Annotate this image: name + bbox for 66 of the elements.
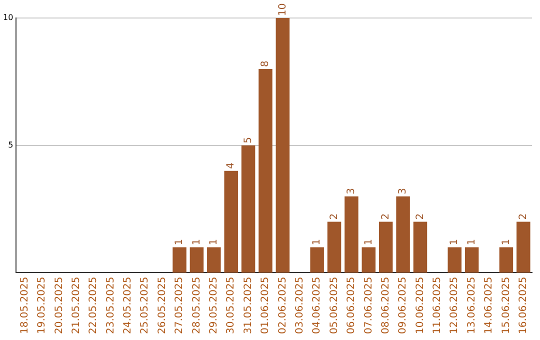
x-tick-label: 08.06.2025 <box>380 276 392 334</box>
x-tick-label: 28.05.2025 <box>191 276 202 334</box>
x-tick-label: 20.05.2025 <box>54 276 65 334</box>
x-tick-label: 22.05.2025 <box>88 276 100 334</box>
x-tick-label: 21.05.2025 <box>70 276 82 334</box>
bar <box>378 222 393 273</box>
x-tick-label: 03.06.2025 <box>294 276 306 334</box>
x-tick-label: 30.05.2025 <box>226 276 237 334</box>
x-tick-label: 24.05.2025 <box>122 276 134 334</box>
x-tick-label: 09.06.2025 <box>398 276 409 334</box>
bar <box>499 247 514 273</box>
bar <box>362 247 376 273</box>
bar <box>276 18 290 273</box>
bar <box>344 196 358 273</box>
data-label: 4 <box>226 162 237 169</box>
x-tick-label: 25.05.2025 <box>140 276 151 334</box>
x-tick-label: 14.06.2025 <box>484 276 495 334</box>
data-label: 1 <box>500 238 512 246</box>
data-label: 1 <box>363 238 374 246</box>
bar <box>413 222 428 273</box>
x-tick-label: 01.06.2025 <box>260 276 272 334</box>
bar <box>241 145 256 273</box>
bar <box>190 247 204 273</box>
bar <box>464 247 479 273</box>
x-tick-label: 31.05.2025 <box>242 276 254 334</box>
x-tick-label: 16.06.2025 <box>518 276 529 334</box>
bar <box>396 196 410 273</box>
x-tick-label: 18.05.2025 <box>19 276 30 334</box>
data-label: 3 <box>398 188 409 194</box>
bar <box>258 68 272 273</box>
data-label: 8 <box>260 60 272 67</box>
bar <box>207 247 221 273</box>
x-tick-label: 15.06.2025 <box>500 276 512 334</box>
x-tick-label: 29.05.2025 <box>208 276 220 334</box>
data-label: 3 <box>346 188 358 194</box>
x-tick-label: 26.05.2025 <box>156 276 168 334</box>
bar <box>516 222 530 273</box>
x-tick-label: 19.05.2025 <box>36 276 48 334</box>
data-label: 1 <box>191 238 202 246</box>
bar <box>172 247 186 273</box>
x-tick-label: 12.06.2025 <box>449 276 460 334</box>
x-tick-label: 06.06.2025 <box>346 276 358 334</box>
data-label: 2 <box>328 213 340 220</box>
x-tick-label: 13.06.2025 <box>466 276 478 334</box>
bar <box>448 247 462 273</box>
x-tick-label: 04.06.2025 <box>312 276 323 334</box>
x-tick-label: 23.05.2025 <box>105 276 116 334</box>
x-tick-label: 11.06.2025 <box>432 276 444 334</box>
data-label: 1 <box>312 238 323 246</box>
data-label: 5 <box>242 136 254 144</box>
x-tick-label: 07.06.2025 <box>363 276 374 334</box>
data-label: 10 <box>277 3 288 16</box>
bar <box>327 222 342 273</box>
data-label: 1 <box>466 238 478 246</box>
data-label: 1 <box>449 238 460 246</box>
x-tick-label: 27.05.2025 <box>174 276 186 334</box>
data-label: 1 <box>174 238 186 246</box>
x-tick-label: 10.06.2025 <box>414 276 426 334</box>
bar <box>310 247 324 273</box>
bar <box>224 170 238 273</box>
x-tick-label: 05.06.2025 <box>328 276 340 334</box>
data-label: 2 <box>380 213 392 220</box>
data-label: 2 <box>414 213 426 220</box>
x-tick-label: 02.06.2025 <box>277 276 288 334</box>
data-label: 1 <box>208 238 220 246</box>
data-label: 2 <box>518 213 529 220</box>
